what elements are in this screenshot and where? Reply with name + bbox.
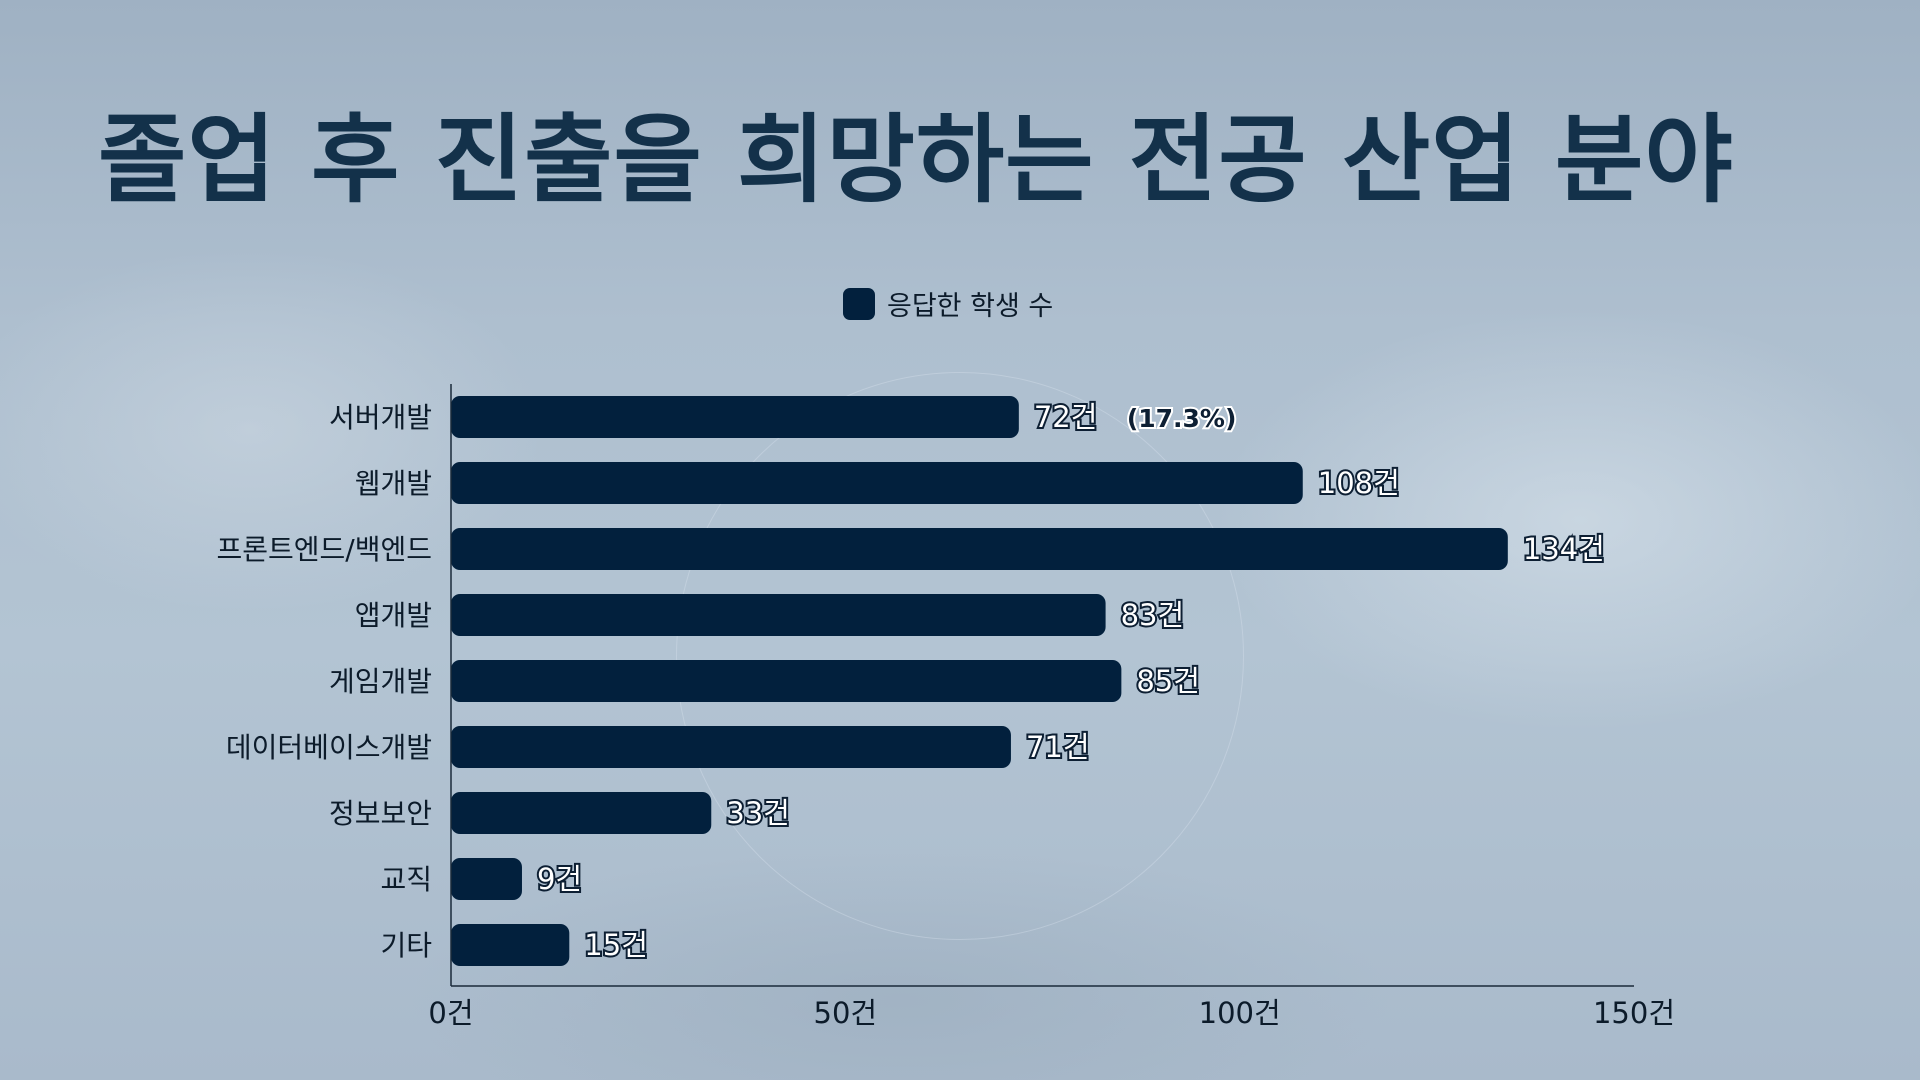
- category-label: 웹개발: [355, 467, 432, 500]
- value-label: 108건: [1318, 466, 1400, 500]
- x-tick-label: 150건: [1593, 996, 1675, 1030]
- value-label: 71건: [1026, 730, 1090, 764]
- bar-4: [451, 594, 1106, 636]
- bars-group: [451, 396, 1508, 966]
- category-label: 교직: [380, 863, 432, 896]
- x-tick-label: 100건: [1199, 996, 1281, 1030]
- bar-8: [451, 858, 522, 900]
- x-tick-label: 50건: [814, 996, 878, 1030]
- bar-6: [451, 726, 1011, 768]
- category-label: 프론트엔드/백엔드: [216, 533, 432, 566]
- bar-2: [451, 462, 1303, 504]
- category-label: 데이터베이스개발: [226, 731, 432, 764]
- bar-1: [451, 396, 1019, 438]
- page-title: 졸업 후 진출을 희망하는 전공 산업 분야: [98, 104, 1734, 216]
- bar-7: [451, 792, 712, 834]
- category-label: 서버개발: [329, 401, 432, 434]
- category-label: 정보보안: [329, 797, 432, 830]
- axes-group: [450, 384, 1634, 987]
- category-label: 게임개발: [329, 665, 432, 698]
- bar-5: [451, 660, 1122, 702]
- value-label: 83건: [1121, 598, 1185, 632]
- category-label: 기타: [380, 929, 432, 962]
- value-label: 15건: [584, 928, 648, 962]
- x-tick-label: 0건: [428, 996, 473, 1030]
- background-circle: [676, 372, 1244, 940]
- value-label: 9건: [537, 862, 582, 896]
- legend-label: 응답한 학생 수: [887, 291, 1054, 322]
- value-label: 72건: [1034, 400, 1098, 434]
- annotations-group: (17.3%): [1125, 402, 1239, 435]
- chart-legend: 응답한 학생 수: [843, 284, 1053, 323]
- bar-3: [451, 528, 1508, 570]
- tick-labels-group: 0건 50건 100건 150건: [428, 996, 1675, 1030]
- category-label: 앱개발: [355, 599, 432, 632]
- percentage-annotation: (17.3%): [1127, 404, 1237, 433]
- value-label: 33건: [726, 796, 790, 830]
- value-label: 134건: [1523, 532, 1605, 566]
- bar-9: [451, 924, 570, 966]
- legend-swatch: [843, 287, 875, 320]
- value-label: 85건: [1136, 664, 1200, 698]
